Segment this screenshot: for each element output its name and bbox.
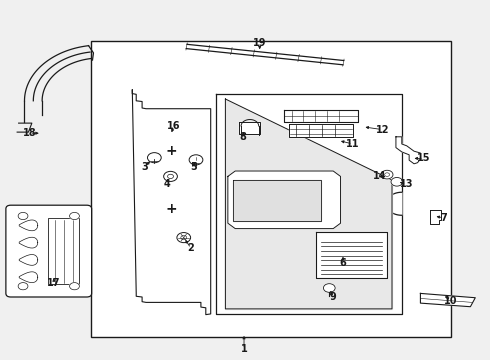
Text: 10: 10 [444, 296, 458, 306]
Circle shape [147, 153, 161, 163]
Text: 14: 14 [373, 171, 387, 181]
Polygon shape [420, 293, 475, 307]
Text: 13: 13 [400, 179, 414, 189]
Text: +: + [166, 144, 177, 158]
Text: 2: 2 [188, 243, 195, 253]
Polygon shape [396, 137, 420, 164]
Circle shape [323, 284, 335, 292]
Text: +: + [166, 202, 177, 216]
Text: 4: 4 [163, 179, 170, 189]
Polygon shape [289, 124, 353, 137]
Text: 11: 11 [346, 139, 360, 149]
Polygon shape [228, 171, 341, 229]
Polygon shape [239, 122, 260, 134]
Circle shape [385, 173, 390, 176]
Polygon shape [233, 180, 321, 221]
Text: 7: 7 [440, 213, 447, 223]
Text: 18: 18 [23, 128, 36, 138]
Circle shape [70, 212, 79, 220]
Text: 1: 1 [241, 344, 247, 354]
Text: 3: 3 [141, 162, 148, 172]
Circle shape [391, 177, 403, 186]
Text: 16: 16 [167, 121, 181, 131]
Circle shape [181, 235, 187, 240]
Circle shape [18, 212, 28, 220]
Polygon shape [316, 232, 387, 278]
Circle shape [189, 155, 203, 165]
Text: 12: 12 [375, 125, 389, 135]
Circle shape [70, 283, 79, 290]
Text: 9: 9 [330, 292, 337, 302]
Text: 19: 19 [253, 38, 267, 48]
Circle shape [381, 170, 393, 179]
Text: 5: 5 [190, 162, 197, 172]
Circle shape [18, 283, 28, 290]
Circle shape [177, 233, 191, 243]
Text: 8: 8 [239, 132, 246, 142]
Polygon shape [132, 90, 211, 315]
Text: 15: 15 [417, 153, 431, 163]
Text: 6: 6 [340, 258, 346, 268]
Polygon shape [386, 192, 402, 215]
Polygon shape [225, 99, 392, 309]
Bar [91, 41, 451, 337]
Polygon shape [430, 210, 441, 224]
Circle shape [164, 171, 177, 181]
Text: 17: 17 [47, 278, 61, 288]
Circle shape [168, 174, 173, 179]
FancyBboxPatch shape [6, 205, 92, 297]
Bar [48, 218, 79, 284]
Polygon shape [284, 110, 358, 122]
